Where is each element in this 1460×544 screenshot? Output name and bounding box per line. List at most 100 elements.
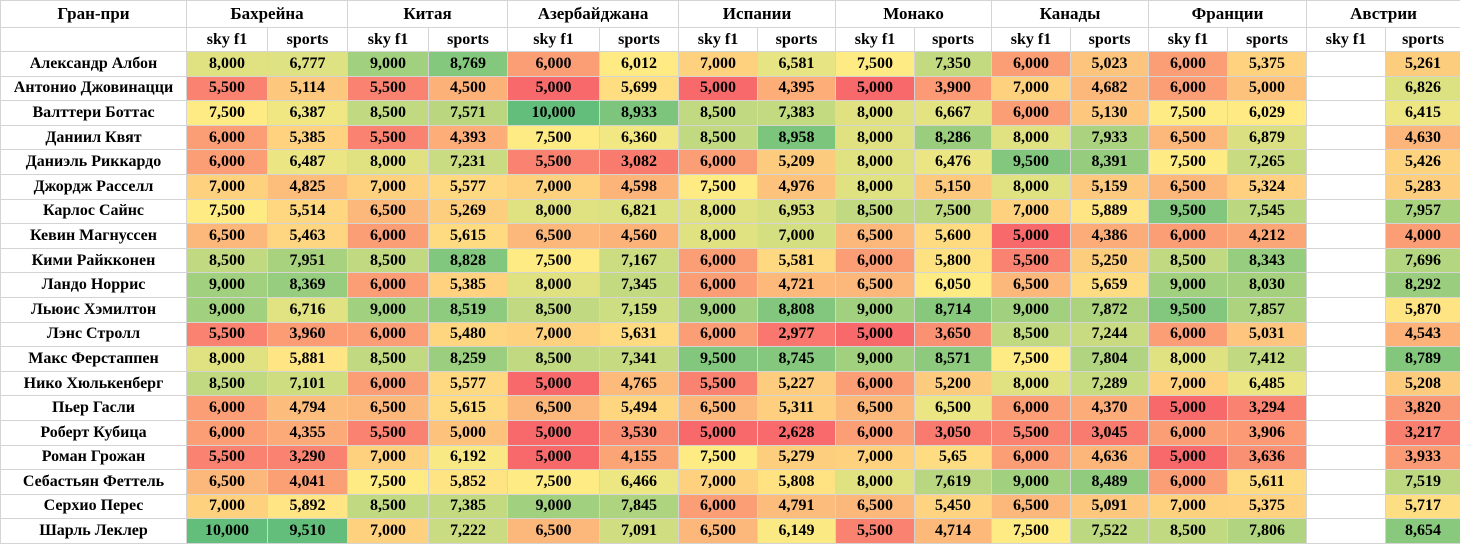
sky-rating-cell: 8,000 — [1148, 346, 1229, 372]
sky-rating-cell: 8,000 — [507, 198, 601, 225]
sky-rating-cell: 5,000 — [835, 75, 916, 102]
source-header-sky: sky f1 — [186, 27, 268, 52]
sky-rating-cell: 6,500 — [507, 395, 601, 421]
sky-rating-cell: 6,500 — [347, 395, 429, 421]
sky-rating-cell: 7,000 — [835, 444, 916, 471]
source-header-sky: sky f1 — [678, 27, 759, 52]
sports-rating-cell: 3,906 — [1227, 419, 1308, 446]
sports-rating-cell: 4,794 — [267, 395, 348, 421]
driver-name: Кевин Магнуссен — [0, 223, 187, 249]
driver-row: Антонио Джовинацци 5,500 5,114 5,500 4,500 5,… — [0, 75, 1460, 102]
sky-rating-cell: 9,000 — [507, 493, 601, 520]
sky-rating-cell: 6,500 — [991, 493, 1072, 520]
driver-row: Карлос Сайнс 7,500 5,514 6,500 5,269 8,000 6,8… — [0, 198, 1460, 225]
sky-rating-cell: 8,000 — [835, 149, 916, 175]
source-header-sports: sports — [1385, 27, 1460, 52]
sports-rating-cell: 6,777 — [267, 51, 348, 77]
sky-rating-cell: 5,000 — [507, 370, 601, 397]
sky-rating-cell: 7,500 — [678, 173, 759, 200]
sports-rating-cell: 3,530 — [599, 419, 680, 446]
sports-rating-cell: 6,581 — [757, 51, 837, 77]
driver-row: Макс Ферстаппен 8,000 5,881 8,500 8,259 8,500… — [0, 346, 1460, 372]
sports-rating-cell: 5,311 — [757, 395, 837, 421]
race-header: Монако — [835, 0, 993, 28]
sports-rating-cell: 8,489 — [1070, 469, 1150, 495]
sports-rating-cell: 4,041 — [267, 469, 348, 495]
sports-rating-cell: 7,222 — [427, 518, 509, 544]
sky-rating-cell: 8,000 — [186, 346, 268, 372]
sports-rating-cell: 7,289 — [1070, 370, 1150, 397]
sky-rating-cell: 5,500 — [186, 75, 268, 102]
driver-row: Кими Райкконен 8,500 7,951 8,500 8,828 7,500 7… — [0, 247, 1460, 274]
sky-rating-cell: 7,000 — [347, 518, 429, 544]
sports-rating-cell: 5,227 — [757, 370, 837, 397]
sports-rating-cell: 5,717 — [1385, 493, 1460, 520]
sky-rating-cell: 9,500 — [991, 149, 1072, 175]
sports-rating-cell: 7,872 — [1070, 296, 1150, 323]
sky-rating-cell: 7,500 — [1148, 149, 1229, 175]
driver-row: Нико Хюлькенберг 8,500 7,101 6,000 5,577 5,00… — [0, 370, 1460, 397]
sports-rating-cell: 5,808 — [757, 469, 837, 495]
sports-rating-cell: 4,543 — [1385, 321, 1460, 348]
sports-rating-cell: 7,571 — [427, 100, 509, 126]
sports-rating-cell: 6,012 — [599, 51, 680, 77]
sky-rating-cell: 7,000 — [347, 173, 429, 200]
sky-rating-cell: 7,500 — [507, 247, 601, 274]
sports-rating-cell: 5,577 — [427, 173, 509, 200]
source-header-sports: sports — [427, 27, 509, 52]
sports-rating-cell: 5,881 — [267, 346, 348, 372]
driver-name: Джордж Расселл — [0, 173, 187, 200]
driver-name: Лэнс Стролл — [0, 321, 187, 348]
sports-rating-cell: 4,000 — [1385, 223, 1460, 249]
sky-rating-cell: 8,500 — [835, 198, 916, 225]
sky-rating-cell: 8,500 — [678, 124, 759, 151]
sky-rating-cell: 9,000 — [186, 272, 268, 298]
header-corner: Гран-при — [0, 0, 187, 28]
sky-rating-cell: 7,000 — [678, 51, 759, 77]
sports-rating-cell: 4,386 — [1070, 223, 1150, 249]
sky-rating-cell: 5,000 — [507, 75, 601, 102]
sports-rating-cell: 4,714 — [914, 518, 993, 544]
sports-rating-cell: 5,659 — [1070, 272, 1150, 298]
sky-rating-cell: 9,500 — [1148, 198, 1229, 225]
sports-rating-cell: 5,385 — [427, 272, 509, 298]
sports-rating-cell: 8,343 — [1227, 247, 1308, 274]
driver-name: Валттери Боттас — [0, 100, 187, 126]
sky-rating-cell — [1306, 469, 1387, 495]
sky-rating-cell: 5,000 — [835, 321, 916, 348]
sports-rating-cell: 5,852 — [427, 469, 509, 495]
sky-rating-cell: 6,000 — [186, 149, 268, 175]
sports-rating-cell: 3,217 — [1385, 419, 1460, 446]
sky-rating-cell: 6,500 — [835, 223, 916, 249]
sports-rating-cell: 4,682 — [1070, 75, 1150, 102]
sports-rating-cell: 4,155 — [599, 444, 680, 471]
sky-rating-cell: 7,500 — [991, 346, 1072, 372]
sports-rating-cell: 3,933 — [1385, 444, 1460, 471]
sports-rating-cell: 7,845 — [599, 493, 680, 520]
sky-rating-cell: 5,500 — [186, 321, 268, 348]
sports-rating-cell: 5,480 — [427, 321, 509, 348]
sky-rating-cell: 6,000 — [507, 51, 601, 77]
sports-rating-cell: 6,050 — [914, 272, 993, 298]
driver-name: Даниил Квят — [0, 124, 187, 151]
sky-rating-cell: 8,000 — [991, 370, 1072, 397]
ratings-body: Александр Албон 8,000 6,777 9,000 8,769 6,000… — [0, 51, 1460, 544]
sky-rating-cell — [1306, 395, 1387, 421]
sports-rating-cell: 3,045 — [1070, 419, 1150, 446]
sports-rating-cell: 5,150 — [914, 173, 993, 200]
sports-rating-cell: 7,804 — [1070, 346, 1150, 372]
sports-rating-cell: 8,808 — [757, 296, 837, 323]
sports-rating-cell: 3,636 — [1227, 444, 1308, 471]
sky-rating-cell: 6,000 — [835, 370, 916, 397]
driver-name: Ландо Норрис — [0, 272, 187, 298]
sky-rating-cell: 6,500 — [835, 493, 916, 520]
sports-rating-cell: 5,269 — [427, 198, 509, 225]
sports-rating-cell: 7,619 — [914, 469, 993, 495]
sky-rating-cell: 8,500 — [991, 321, 1072, 348]
driver-row: Себастьян Феттель 6,500 4,041 7,500 5,852 7,5… — [0, 469, 1460, 495]
sports-rating-cell: 3,820 — [1385, 395, 1460, 421]
sky-rating-cell: 6,000 — [1148, 51, 1229, 77]
sports-rating-cell: 7,412 — [1227, 346, 1308, 372]
sky-rating-cell — [1306, 51, 1387, 77]
driver-name: Даниэль Риккардо — [0, 149, 187, 175]
